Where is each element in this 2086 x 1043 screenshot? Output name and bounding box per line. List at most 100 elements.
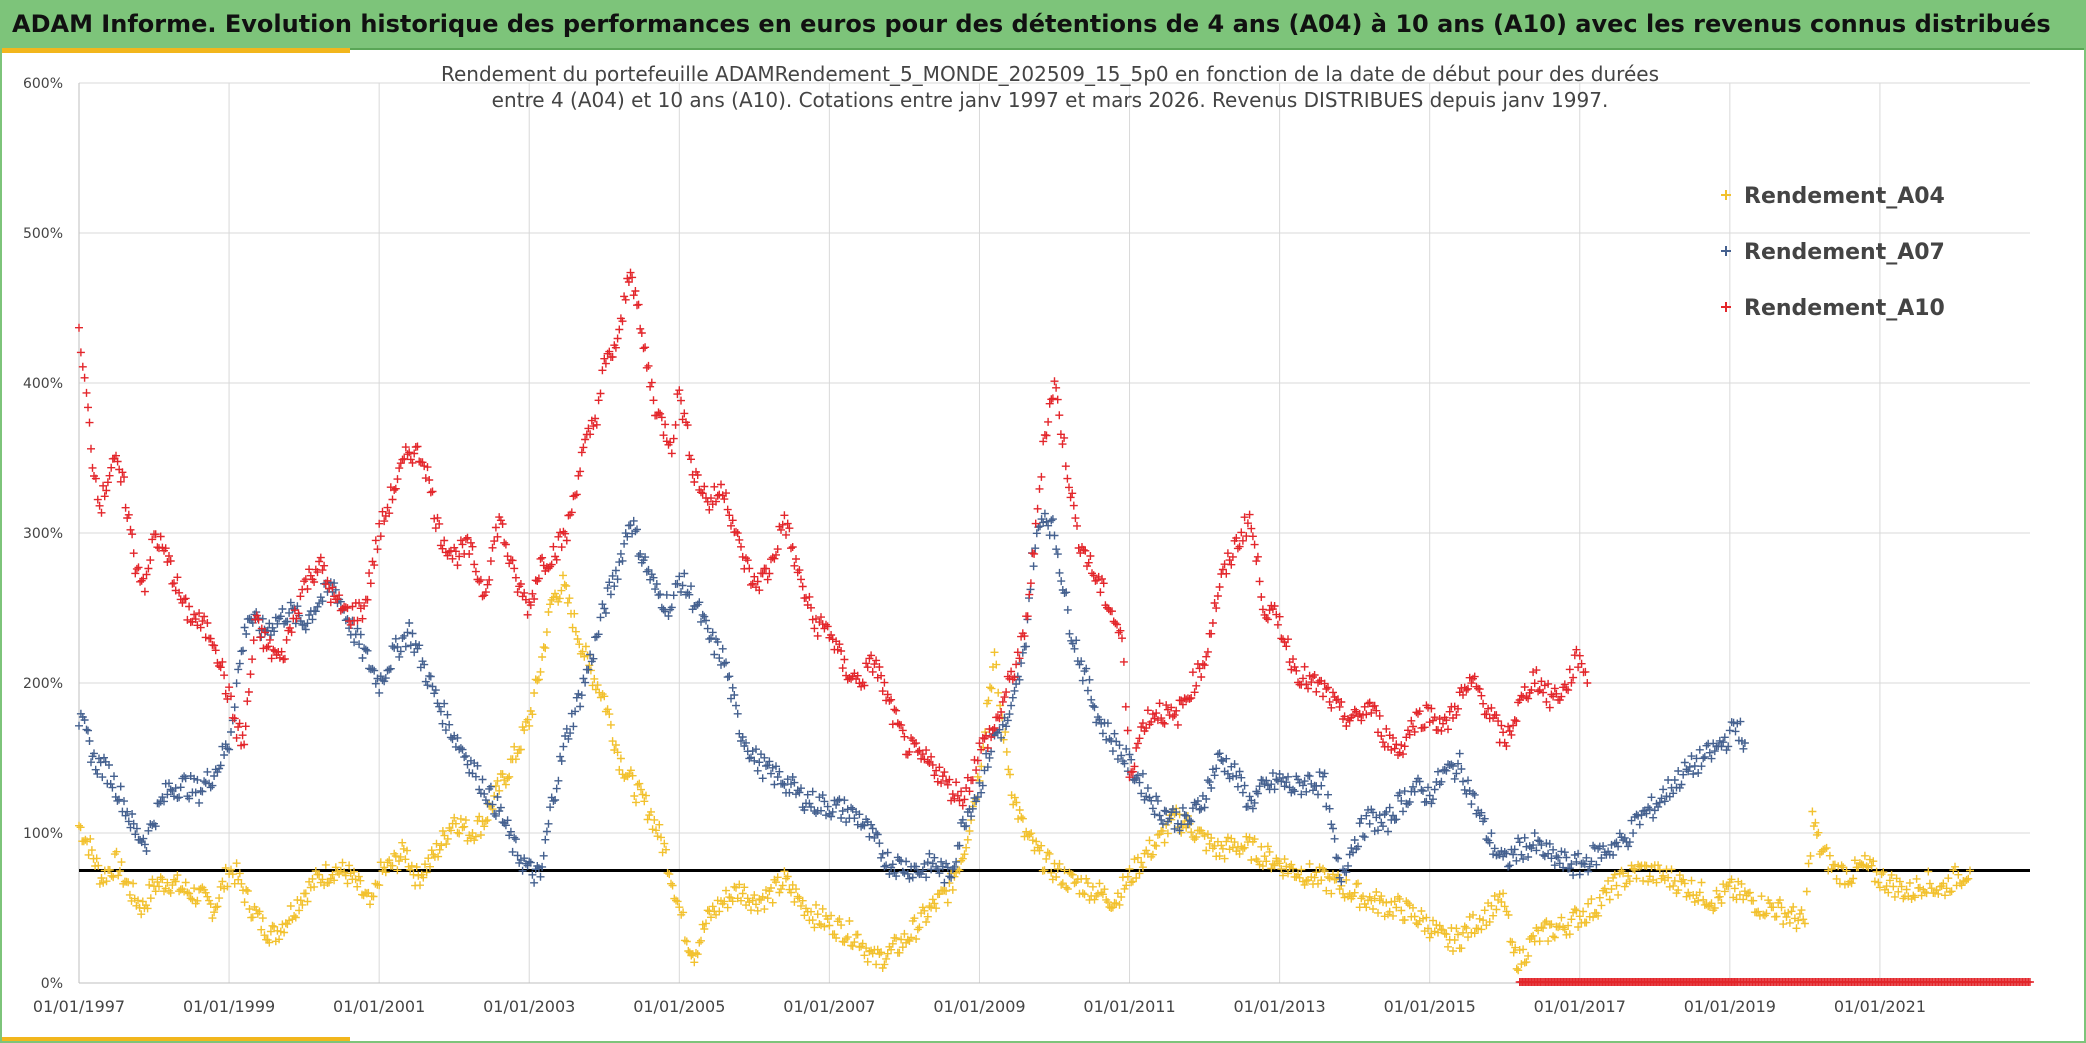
point-a04 [1495,890,1504,899]
point-a07 [1048,515,1057,524]
point-a04 [783,872,792,881]
point-a10 [107,463,116,472]
point-a07 [923,858,932,867]
point-a04 [990,648,999,657]
point-a07 [191,788,200,797]
point-a10 [1257,593,1266,601]
point-a07 [95,754,103,763]
point-a07 [556,752,565,761]
point-a04 [1460,922,1469,931]
point-a04 [703,906,712,915]
point-a07 [1217,756,1226,764]
point-a04 [208,914,217,923]
point-a07 [687,582,695,591]
point-a04 [910,914,919,923]
point-a04 [1717,899,1726,907]
point-a04 [438,827,447,835]
point-a04 [125,890,134,899]
point-a04 [1095,879,1104,888]
point-a04 [1017,813,1026,822]
point-a07 [1040,509,1049,518]
point-a07 [1055,568,1064,577]
point-a04 [1322,886,1331,895]
point-a07 [1517,850,1526,859]
point-a07 [606,590,615,599]
point-a04 [653,832,662,841]
point-a04 [1944,874,1953,883]
point-a07 [977,788,986,797]
point-a04 [1752,908,1761,917]
point-a07 [1253,789,1262,798]
point-a04 [1785,918,1794,927]
point-a04 [481,817,490,826]
point-a04 [1537,923,1546,932]
point-a07 [1545,839,1554,848]
point-a10 [88,463,97,472]
point-a04 [920,906,929,915]
point-a04 [1605,895,1614,904]
point-a07 [1172,808,1181,817]
point-a07 [1559,863,1568,872]
point-a04 [451,819,460,828]
point-a04 [380,863,389,872]
point-a10 [773,545,782,554]
point-a10 [1567,678,1576,687]
point-a04 [878,964,887,972]
point-a04 [555,594,564,603]
point-a07 [80,716,89,724]
point-a07 [1467,800,1476,809]
point-a07 [967,812,976,821]
point-a04 [1927,884,1936,893]
point-a07 [1022,642,1030,651]
point-a04 [437,841,446,850]
point-a07 [84,726,92,735]
point-a04 [1500,902,1509,911]
point-a04 [201,888,210,897]
point-a07 [1165,814,1174,823]
point-a04 [1027,829,1036,838]
point-a07 [1644,803,1653,812]
point-a04 [895,948,904,957]
point-a10 [320,561,329,570]
point-a04 [315,870,324,879]
point-a07 [1419,787,1427,795]
point-a07 [1614,842,1623,851]
point-a04 [1964,874,1973,883]
point-a07 [151,822,160,831]
point-a04 [419,873,428,882]
point-a04 [823,915,832,923]
point-a04 [371,879,380,888]
point-a10 [788,543,797,551]
point-a04 [1635,862,1644,871]
point-a07 [1032,529,1041,538]
point-a07 [1230,760,1239,769]
point-a07 [908,873,917,882]
point-a07 [905,874,914,883]
point-a07 [1635,820,1644,829]
point-a10 [639,344,648,353]
point-a07 [1547,854,1556,863]
point-a07 [283,617,292,626]
point-a10 [1066,493,1075,502]
point-a07 [1625,838,1634,847]
point-a04 [1957,881,1966,890]
point-a10 [265,635,274,644]
point-a07 [1212,764,1221,773]
point-a07 [426,672,435,681]
point-a04 [1835,879,1844,888]
point-a07 [510,833,519,842]
point-a04 [158,875,167,884]
point-a04 [173,871,182,880]
point-a04 [600,692,609,701]
point-a07 [91,765,100,774]
point-a07 [680,569,689,578]
point-a07 [286,598,295,607]
point-a04 [1250,835,1259,844]
point-a04 [343,879,352,888]
point-a07 [1587,857,1596,866]
point-a07 [493,793,502,801]
point-a07 [408,629,417,638]
point-a04 [520,726,529,735]
point-a10 [185,602,194,611]
point-a04 [185,889,194,898]
